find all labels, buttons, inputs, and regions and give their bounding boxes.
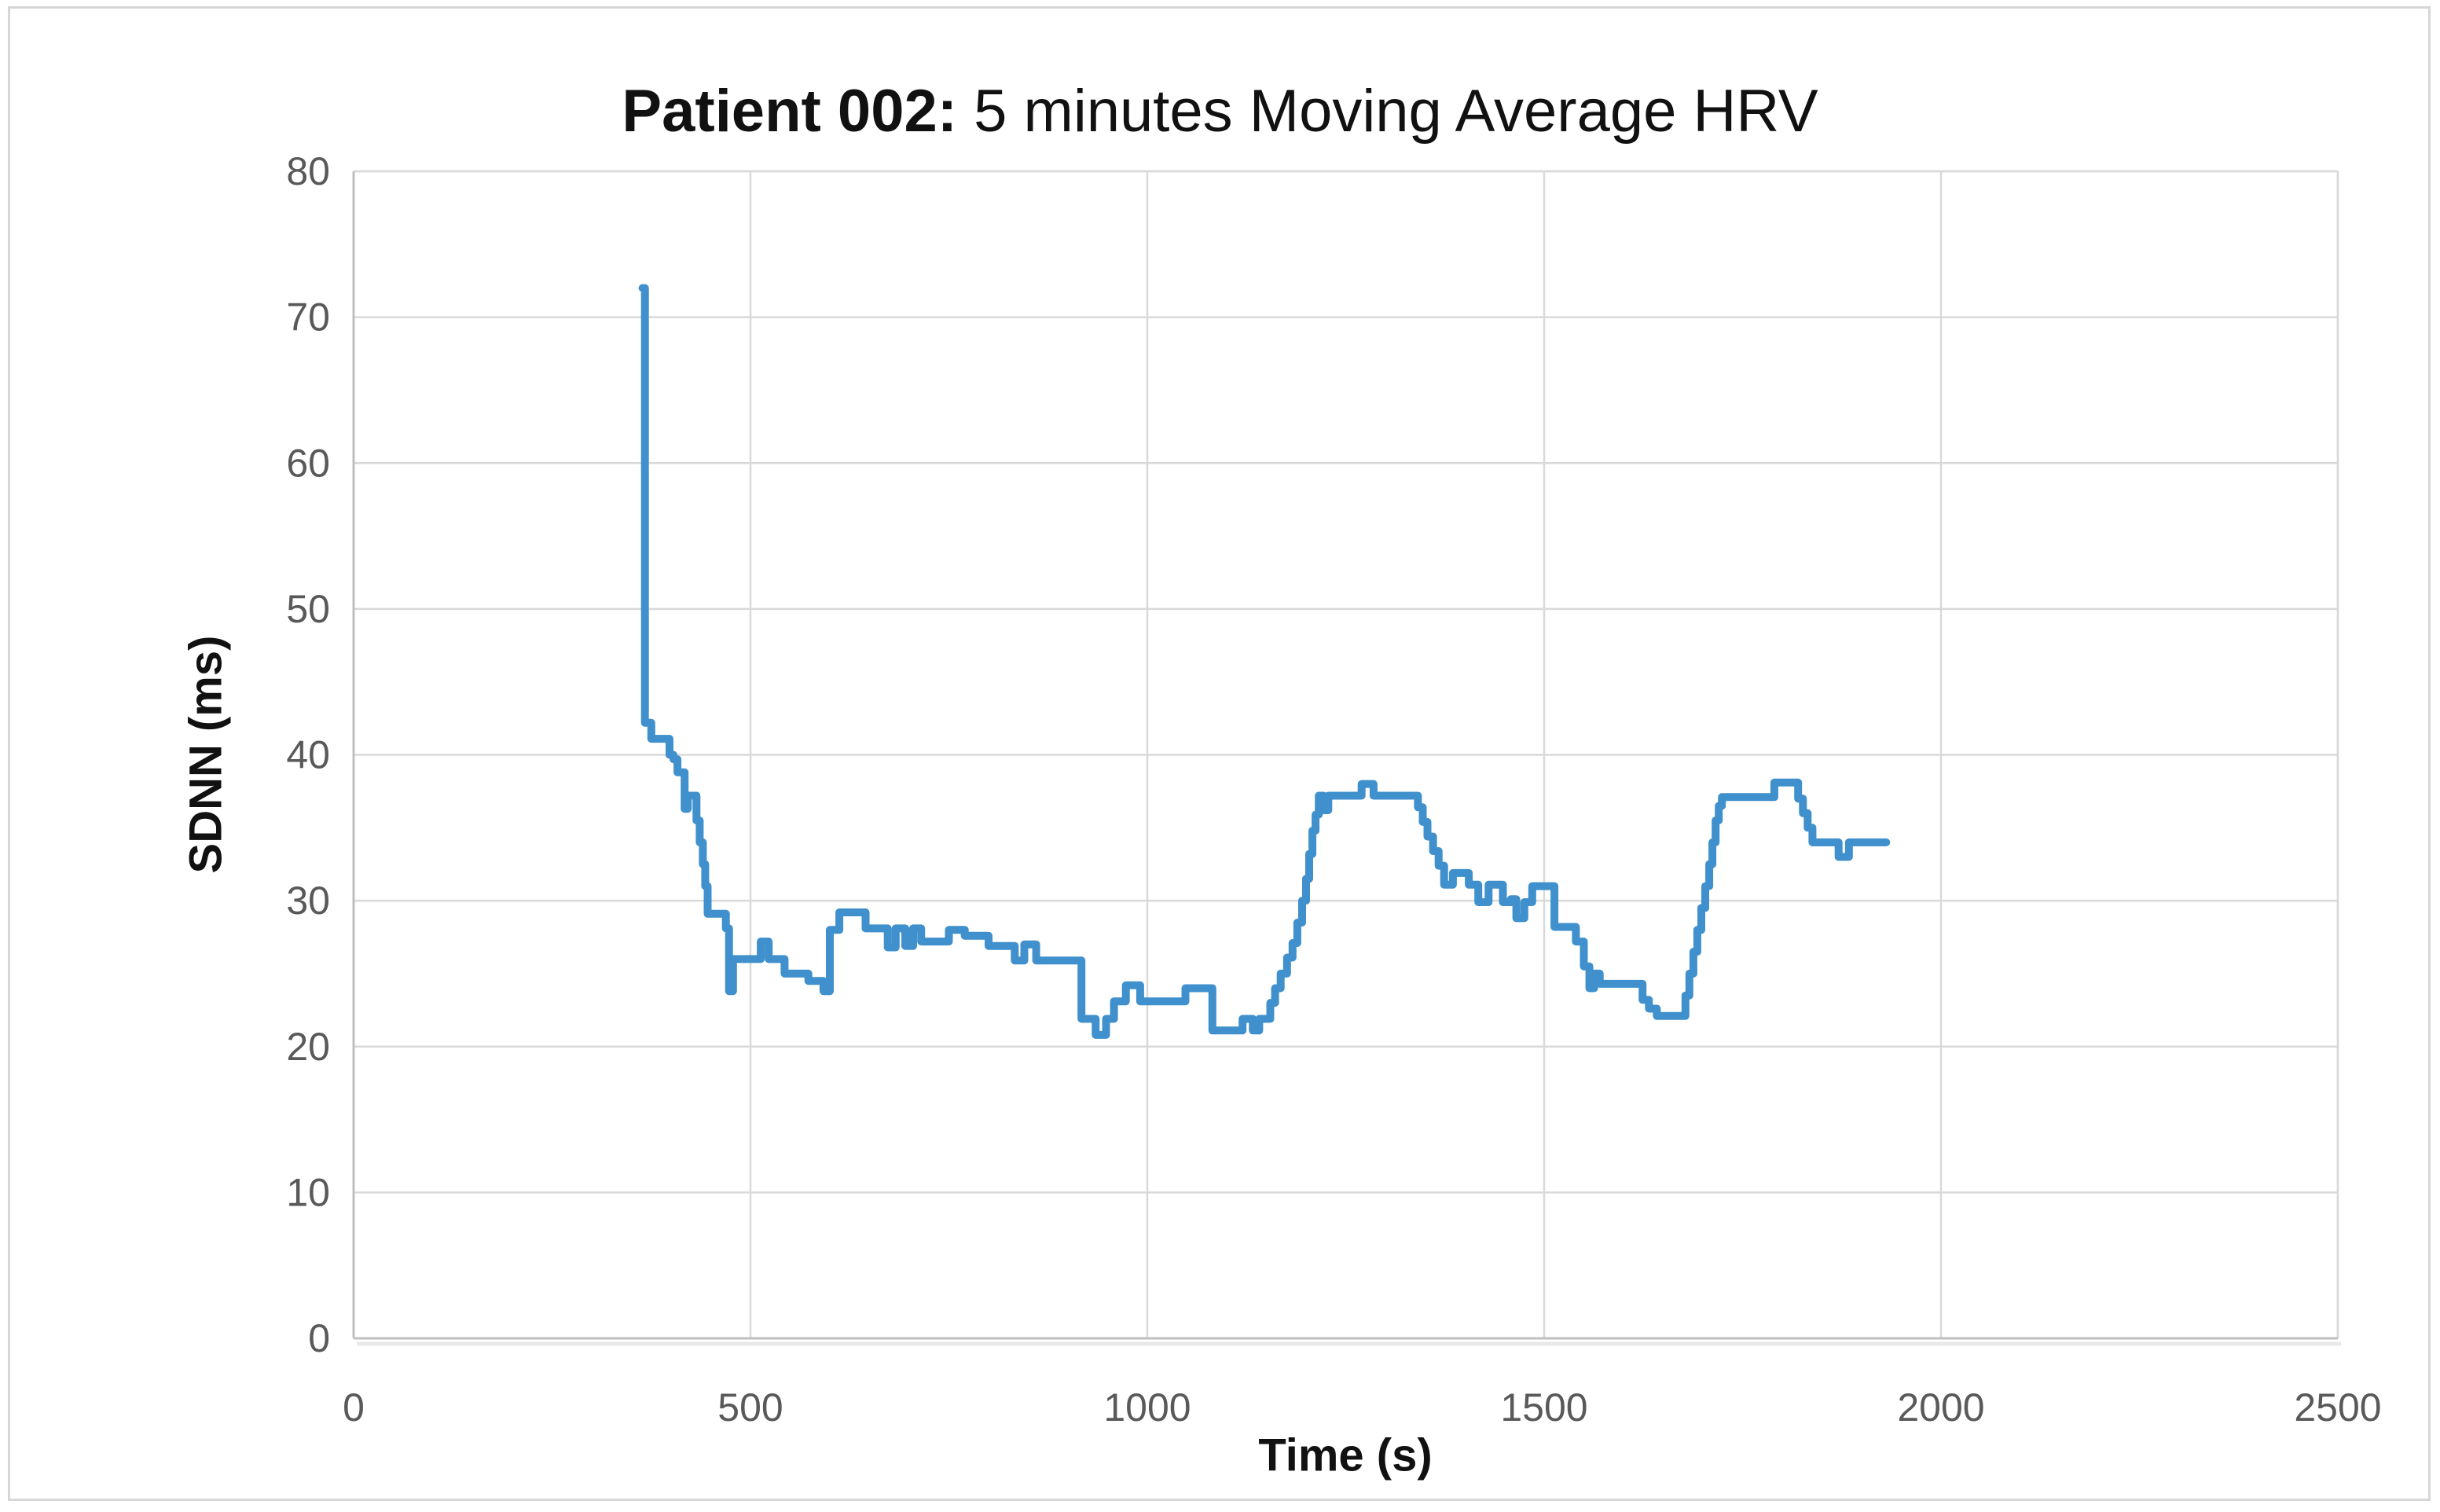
x-tick-label-2500: 2500 bbox=[2294, 1385, 2381, 1429]
y-tick-label-40: 40 bbox=[286, 733, 330, 777]
y-tick-label-20: 20 bbox=[286, 1025, 330, 1069]
chart-title: Patient 002: 5 minutes Moving Average HR… bbox=[0, 77, 2440, 145]
figure-border bbox=[8, 6, 2431, 1501]
series-line bbox=[638, 284, 1891, 1039]
x-tick-label-1000: 1000 bbox=[1103, 1385, 1191, 1429]
y-tick-label-60: 60 bbox=[286, 441, 330, 485]
x-tick-label-500: 500 bbox=[717, 1385, 783, 1429]
y-tick-label-50: 50 bbox=[286, 587, 330, 631]
chart-title-regular: 5 minutes Moving Average HRV bbox=[957, 78, 1818, 145]
y-tick-label-10: 10 bbox=[286, 1170, 330, 1214]
x-axis-title: Time (s) bbox=[1258, 1429, 1433, 1481]
x-tick-label-0: 0 bbox=[343, 1385, 365, 1429]
y-tick-label-80: 80 bbox=[286, 149, 330, 193]
y-tick-label-0: 0 bbox=[308, 1316, 330, 1360]
y-tick-label-70: 70 bbox=[286, 295, 330, 339]
x-tick-label-2000: 2000 bbox=[1897, 1385, 1984, 1429]
y-tick-label-30: 30 bbox=[286, 879, 330, 923]
x-tick-label-1500: 1500 bbox=[1500, 1385, 1587, 1429]
chart-title-bold: Patient 002: bbox=[622, 78, 958, 145]
